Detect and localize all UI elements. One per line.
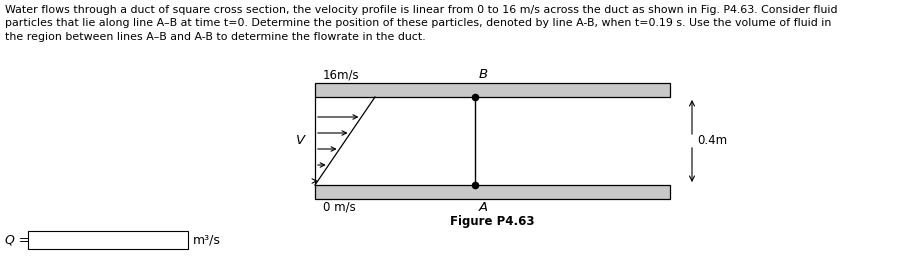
Text: 16m/s: 16m/s: [323, 68, 359, 81]
Text: Q =: Q =: [5, 234, 29, 246]
Text: A: A: [479, 201, 488, 214]
Text: Figure P4.63: Figure P4.63: [450, 215, 535, 228]
Bar: [28, 231, 188, 249]
Text: 0.4m: 0.4m: [697, 134, 727, 147]
Text: the region between lines A–B and A-B to determine the flowrate in the duct.: the region between lines A–B and A-B to …: [5, 32, 425, 42]
Text: Water flows through a duct of square cross section, the velocity profile is line: Water flows through a duct of square cro…: [5, 5, 837, 15]
Text: m³/s: m³/s: [193, 234, 221, 246]
Text: V: V: [296, 134, 305, 147]
Text: particles that lie along line ​A–B at time t=0. Determine the position of these : particles that lie along line ​A–B at ti…: [5, 19, 832, 28]
Bar: [315, 83, 670, 97]
Bar: [315, 185, 670, 199]
Text: 0 m/s: 0 m/s: [323, 201, 356, 214]
Text: B: B: [479, 68, 488, 81]
